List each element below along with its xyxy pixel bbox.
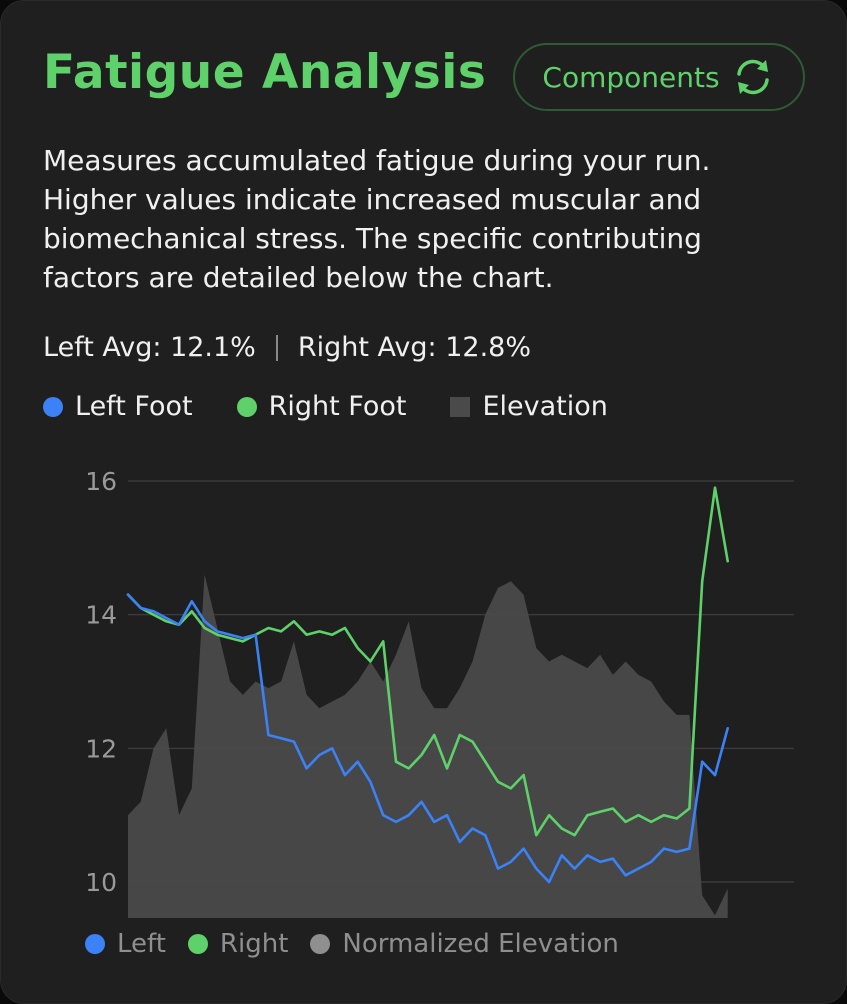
green-dot-icon — [236, 396, 257, 417]
legend-item-left[interactable]: Left — [85, 929, 166, 959]
legend-item-normalized-elevation[interactable]: Normalized Elevation — [310, 929, 619, 959]
legend-item-elevation[interactable]: Elevation — [450, 391, 608, 422]
blue-dot-icon — [43, 396, 63, 417]
legend-label: Elevation — [482, 391, 608, 422]
description-line: factors are detailed below the chart. — [43, 261, 554, 294]
legend-label: Normalized Elevation — [342, 929, 619, 959]
legend-label: Right — [219, 929, 289, 959]
y-tick-label: 16 — [85, 467, 117, 496]
left-average: Left Avg: 12.1% — [43, 332, 256, 363]
right-average: Right Avg: 12.8% — [297, 332, 531, 363]
blue-dot-icon — [85, 934, 105, 954]
legend-label: Right Foot — [268, 391, 407, 422]
refresh-icon — [730, 54, 776, 100]
y-tick-label: 12 — [85, 734, 117, 763]
green-dot-icon — [187, 934, 208, 954]
description-line: Measures accumulated fatigue during your… — [43, 144, 711, 177]
left-foot-line — [126, 593, 729, 884]
components-button-label: Components — [542, 60, 720, 94]
gray-square-icon — [450, 396, 471, 417]
legend-item-left-foot[interactable]: Left Foot — [43, 391, 193, 422]
legend-item-right-foot[interactable]: Right Foot — [236, 391, 407, 422]
fatigue-chart: 10 12 14 16 — [85, 467, 794, 918]
description-line: Higher values indicate increased muscula… — [43, 183, 702, 216]
y-tick-label: 10 — [85, 868, 117, 897]
description-line: biomechanical stress. The specific contr… — [43, 222, 702, 255]
legend-item-right[interactable]: Right — [187, 929, 289, 959]
page-title: Fatigue Analysis — [43, 45, 487, 100]
averages-row: Left Avg: 12.1% Right Avg: 12.8% — [43, 332, 531, 363]
legend-label: Left Foot — [75, 391, 193, 422]
right-foot-line — [126, 486, 729, 837]
y-tick-label: 14 — [85, 601, 117, 630]
legend-label: Left — [117, 929, 166, 959]
gray-dot-icon — [310, 934, 331, 954]
divider — [275, 334, 278, 361]
legend-bottom: Left Right Normalized Elevation — [85, 929, 641, 959]
legend-top: Left Foot Right Foot Elevation — [43, 391, 652, 422]
components-button[interactable]: Components — [513, 43, 805, 111]
description: Measures accumulated fatigue during your… — [43, 141, 803, 297]
